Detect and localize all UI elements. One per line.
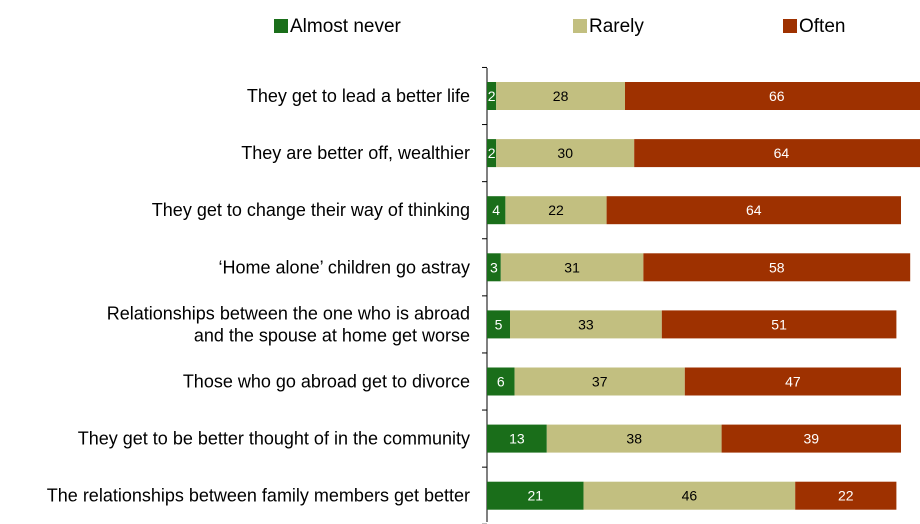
legend-label-rarely: Rarely [589, 16, 644, 37]
bar-segment-rarely [500, 253, 644, 282]
data-label-often: 58 [769, 259, 785, 275]
bar-segment-almost-never [487, 82, 497, 110]
bar-segment-often [606, 196, 901, 225]
data-label-rarely: 33 [578, 316, 594, 332]
category-label: They are better off, wealthier [241, 143, 470, 163]
legend-label-often: Often [799, 16, 845, 37]
bar-segment-rarely [496, 82, 625, 110]
bar-segment-almost-never [487, 367, 515, 396]
legend-swatch-almost-never [274, 19, 288, 33]
data-label-rarely: 30 [557, 145, 573, 161]
data-label-almost-never: 2 [488, 145, 496, 161]
data-label-often: 22 [838, 488, 854, 504]
data-label-almost-never: 4 [492, 202, 500, 218]
category-label: They get to be better thought of in the … [78, 429, 470, 449]
bar-segment-rarely [514, 367, 685, 396]
data-label-rarely: 46 [682, 488, 698, 504]
data-label-often: 66 [769, 88, 785, 104]
category-label: Those who go abroad get to divorce [183, 372, 470, 392]
bars: 2 28 66 2 30 64 4 22 64 3 31 58 5 33 51 6 37 47 13 38 39 21 46… [487, 82, 920, 510]
data-label-almost-never: 6 [497, 374, 505, 390]
bar-segment-often [625, 82, 920, 110]
bar-segment-often [721, 424, 901, 453]
bar-segment-often [684, 367, 901, 396]
bar-segment-rarely [546, 424, 722, 453]
data-label-almost-never: 5 [495, 316, 503, 332]
bar-segment-often [795, 481, 897, 510]
bar-segment-almost-never [487, 253, 501, 282]
data-label-often: 64 [746, 202, 762, 218]
category-label: They get to change their way of thinking [152, 200, 470, 220]
category-labels: They get to lead a better life They are b… [47, 86, 470, 506]
data-label-often: 64 [774, 145, 790, 161]
bar-segment-often [661, 310, 897, 339]
bar-segment-almost-never [487, 310, 510, 339]
data-label-rarely: 22 [548, 202, 564, 218]
data-label-almost-never: 13 [509, 431, 525, 447]
bar-segment-almost-never [487, 424, 547, 453]
legend-swatch-rarely [573, 19, 587, 33]
bar-segment-often [634, 139, 920, 168]
bar-segment-often [643, 253, 911, 282]
bar-segment-rarely [496, 139, 635, 168]
category-label: ‘Home alone’ children go astray [219, 257, 470, 277]
data-label-often: 47 [785, 374, 801, 390]
data-label-rarely: 31 [564, 259, 580, 275]
data-label-often: 39 [804, 431, 820, 447]
category-label: The relationships between family members… [47, 486, 470, 506]
category-label: They get to lead a better life [247, 86, 470, 106]
bar-segment-almost-never [487, 196, 506, 225]
legend: Almost never Rarely Often [274, 16, 845, 37]
data-label-rarely: 38 [626, 431, 642, 447]
category-axis [482, 66, 488, 524]
legend-swatch-often [783, 19, 797, 33]
category-label: Relationships between the one who is abr… [107, 303, 470, 345]
bar-segment-almost-never [487, 481, 584, 510]
bar-segment-almost-never [487, 139, 497, 168]
data-label-almost-never: 3 [490, 259, 498, 275]
bar-segment-rarely [583, 481, 796, 510]
data-label-almost-never: 2 [488, 88, 496, 104]
data-label-almost-never: 21 [528, 488, 544, 504]
data-label-rarely: 28 [553, 88, 569, 104]
bar-segment-rarely [510, 310, 662, 339]
bar-segment-rarely [505, 196, 607, 225]
data-label-rarely: 37 [592, 374, 608, 390]
legend-label-almost-never: Almost never [290, 16, 402, 37]
data-label-often: 51 [771, 316, 787, 332]
